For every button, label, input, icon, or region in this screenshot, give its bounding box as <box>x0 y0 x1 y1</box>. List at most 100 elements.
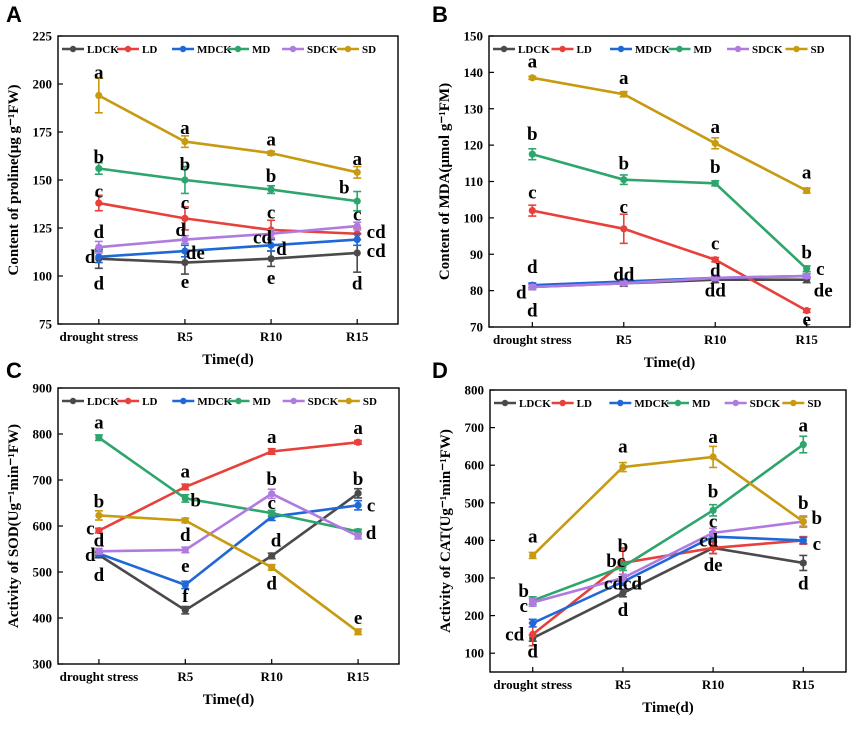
data-point <box>711 179 719 187</box>
data-point <box>181 247 189 255</box>
data-point <box>709 529 717 537</box>
data-point <box>620 90 628 98</box>
y-tick-label: 125 <box>33 221 53 236</box>
x-tick-label: R10 <box>260 669 282 684</box>
panel-B: B 70 80 90 100 110 120 130 140 150 drought stress R… <box>432 2 851 371</box>
data-point <box>181 258 189 267</box>
legend-label-MDCK: MDCK <box>634 398 669 410</box>
significance-letter: b <box>812 508 823 529</box>
legend-marker-MD <box>235 397 242 405</box>
series-SDCK <box>94 221 362 254</box>
series-line-SD <box>98 514 359 633</box>
significance-letter: c <box>95 182 103 203</box>
x-tick-label: R5 <box>615 677 631 692</box>
legend: LDCK LD MDCK MD SDCK SD <box>494 398 821 410</box>
significance-letter: a <box>267 427 277 448</box>
data-point <box>803 186 811 195</box>
data-point <box>95 511 103 520</box>
series-line-LD <box>532 209 808 312</box>
y-tick-label: 90 <box>470 247 483 262</box>
legend-marker-SD <box>344 45 352 53</box>
data-point <box>95 243 103 251</box>
series-LD <box>528 204 811 315</box>
legend-marker-MD <box>234 45 242 53</box>
significance-letter: a <box>528 527 538 548</box>
x-tick-label: R10 <box>260 329 282 344</box>
data-point <box>181 516 189 525</box>
legend-marker-SDCK <box>290 397 297 405</box>
data-point <box>619 589 627 597</box>
y-tick-label: 800 <box>465 383 485 398</box>
data-point <box>529 619 537 627</box>
panel-letter: C <box>6 358 22 383</box>
data-point <box>95 91 103 100</box>
data-point <box>95 434 103 442</box>
significance-letter: a <box>799 416 809 437</box>
significance-letter: c <box>181 193 189 214</box>
y-tick-label: 400 <box>465 533 485 548</box>
data-point <box>267 230 275 238</box>
legend-label-MDCK: MDCK <box>635 44 670 56</box>
data-point <box>268 447 276 456</box>
series-MDCK <box>94 232 362 264</box>
significance-letter: a <box>708 427 718 448</box>
y-tick-label: 300 <box>465 571 485 586</box>
y-tick-label: 130 <box>464 101 484 116</box>
legend-marker-LDCK <box>69 397 77 405</box>
series-line-MD <box>531 152 808 270</box>
significance-letter: cd <box>699 530 718 551</box>
data-point <box>353 249 361 257</box>
significance-letter: d <box>180 525 191 546</box>
data-point <box>711 139 719 147</box>
series-line-MDCK <box>532 535 804 625</box>
data-point <box>528 74 536 82</box>
significance-letter: d <box>527 301 538 322</box>
significance-letter: b <box>266 469 277 490</box>
data-point <box>267 241 275 249</box>
significance-letter: f <box>182 586 189 607</box>
significance-letter: a <box>618 436 628 457</box>
legend-label-LDCK: LDCK <box>87 44 119 56</box>
significance-letter: b <box>518 581 529 602</box>
y-tick-label: 120 <box>464 138 484 153</box>
data-point <box>709 544 717 552</box>
significance-letter: c <box>367 495 375 516</box>
significance-letter: b <box>708 482 719 503</box>
series-line-SDCK <box>98 492 359 553</box>
data-point <box>268 509 276 517</box>
legend-label-MD: MD <box>694 44 712 56</box>
panel-letter: D <box>432 358 448 383</box>
significance-letter: d <box>94 531 105 552</box>
significance-letter: b <box>266 166 277 187</box>
data-point <box>181 546 189 554</box>
significance-letter: dd <box>613 264 635 285</box>
significance-letter: cd <box>367 241 386 262</box>
data-point <box>803 307 811 315</box>
series-SDCK <box>94 488 363 555</box>
y-tick-label: 400 <box>33 611 53 626</box>
significance-letter: d <box>94 222 105 243</box>
legend-label-MD: MD <box>692 398 710 410</box>
series-SD <box>94 77 362 179</box>
data-point <box>267 186 275 194</box>
data-point <box>620 225 628 233</box>
significance-letter: b <box>94 147 105 168</box>
significance-letter: b <box>618 153 629 174</box>
legend-marker-LD <box>124 45 132 53</box>
data-point <box>267 255 275 263</box>
significance-letter: b <box>180 155 191 176</box>
legend-label-MD: MD <box>252 44 270 56</box>
data-point <box>709 506 717 514</box>
x-tick-label: drought stress <box>60 669 139 684</box>
significance-letter: d <box>366 523 377 544</box>
data-point <box>529 630 537 639</box>
data-point <box>354 532 362 540</box>
significance-letter: bc <box>606 551 625 572</box>
significance-letter: e <box>354 608 362 629</box>
x-tick-label: R15 <box>792 677 815 692</box>
significance-letter: a <box>619 68 629 89</box>
data-point <box>619 563 627 571</box>
y-tick-label: 600 <box>33 519 53 534</box>
